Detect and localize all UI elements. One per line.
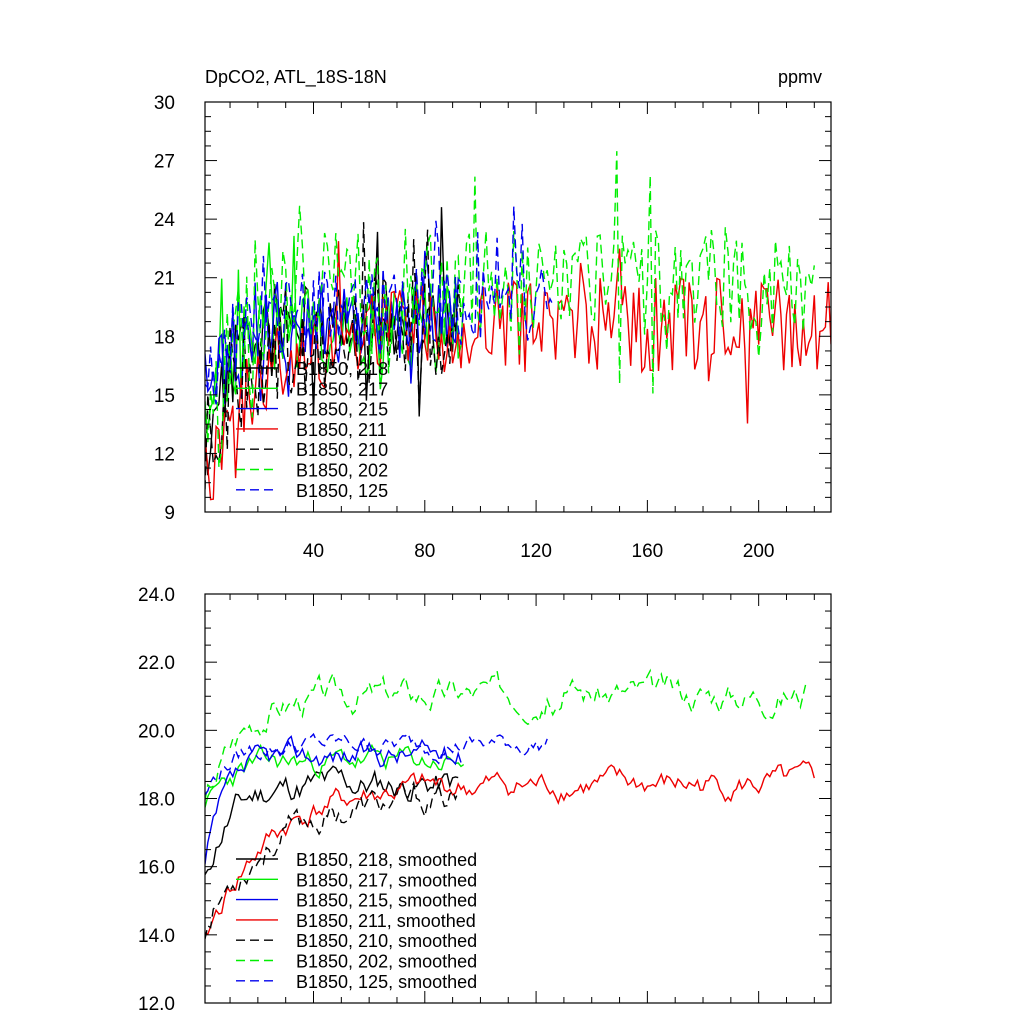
legend-label: B1850, 125	[296, 481, 388, 501]
x-tick-label: 200	[743, 541, 775, 562]
legend-label: B1850, 202, smoothed	[296, 952, 477, 972]
series-group	[205, 151, 831, 501]
legend-label: B1850, 218, smoothed	[296, 850, 477, 870]
series-line-5	[205, 668, 807, 801]
x-tick-label: 160	[632, 541, 664, 562]
series-group	[205, 668, 815, 940]
y-tick-label: 21	[154, 269, 175, 290]
series-line-0	[205, 765, 459, 875]
y-tick-label: 18	[154, 327, 175, 348]
x-tick-label: 80	[414, 541, 435, 562]
legend-label: B1850, 217	[296, 379, 388, 399]
series-line-6	[205, 206, 554, 405]
legend-label: B1850, 218	[296, 359, 388, 379]
series-line-4	[205, 780, 459, 940]
legend-label: B1850, 215, smoothed	[296, 891, 477, 911]
y-tick-label: 12	[154, 444, 175, 465]
y-tick-label: 14.0	[138, 926, 175, 947]
legend-label: B1850, 210, smoothed	[296, 931, 477, 951]
bottom-panel: 12.0 14.0 16.0 18.0 20.0 22.0 24.0 B1850, 218, …	[138, 585, 832, 1015]
series-line-2	[205, 735, 462, 865]
y-tick-label: 12.0	[138, 994, 175, 1015]
series-line-1	[205, 743, 465, 808]
x-tick-label: 120	[520, 541, 552, 562]
series-line-5	[205, 151, 815, 468]
y-tick-label: 18.0	[138, 790, 175, 811]
y-tick-label: 15	[154, 386, 175, 407]
legend-label: B1850, 217, smoothed	[296, 870, 477, 890]
y-tick-label: 16.0	[138, 858, 175, 879]
y-tick-label: 30	[154, 93, 175, 114]
legend-label: B1850, 211	[296, 420, 387, 440]
y-tick-label: 24.0	[138, 585, 175, 606]
y-tick-label: 9	[164, 503, 175, 524]
x-tick-label: 40	[303, 541, 324, 562]
legend-label: B1850, 202	[296, 461, 388, 481]
y-tick-label: 27	[154, 152, 175, 173]
legend-label: B1850, 211, smoothed	[296, 911, 476, 931]
series-line-4	[205, 222, 462, 490]
y-tick-label: 20.0	[138, 721, 175, 742]
y-tick-label: 24	[154, 210, 176, 231]
legend-label: B1850, 215	[296, 400, 388, 420]
chart-title: DpCO2, ATL_18S-18N	[205, 67, 387, 88]
legend-label: B1850, 125, smoothed	[296, 972, 477, 992]
series-line-6	[205, 732, 548, 796]
y-tick-label: 22.0	[138, 653, 175, 674]
legend-label: B1850, 210	[296, 440, 388, 460]
units-label: ppmv	[778, 67, 822, 87]
